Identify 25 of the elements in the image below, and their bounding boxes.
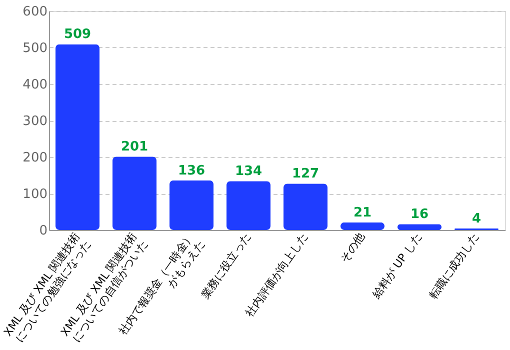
y-tick-label: 300 (22, 114, 48, 129)
data-label: 136 (178, 163, 206, 178)
y-tick-label: 200 (22, 150, 48, 166)
data-label: 4 (472, 212, 482, 227)
bar (226, 181, 270, 230)
bar (56, 44, 100, 230)
y-tick-label: 0 (39, 224, 48, 238)
data-label: 127 (292, 166, 320, 182)
bar (398, 224, 442, 230)
bar (112, 156, 156, 230)
data-label: 509 (64, 27, 92, 42)
y-tick-label: 500 (22, 41, 48, 56)
bar (170, 180, 214, 230)
bar (284, 184, 328, 230)
data-label: 16 (410, 207, 429, 222)
x-tick-label: 転職に成功した (426, 230, 482, 302)
y-tick-label: 600 (22, 4, 48, 20)
bar (340, 222, 384, 230)
y-tick-label: 400 (22, 78, 48, 92)
y-tick-label: 100 (22, 187, 48, 202)
data-label: 201 (120, 140, 148, 155)
x-tick-label: 給料が UP した (369, 230, 424, 302)
data-label: 134 (234, 164, 262, 180)
x-tick-label: その他 (338, 230, 368, 265)
data-label: 21 (353, 205, 372, 220)
